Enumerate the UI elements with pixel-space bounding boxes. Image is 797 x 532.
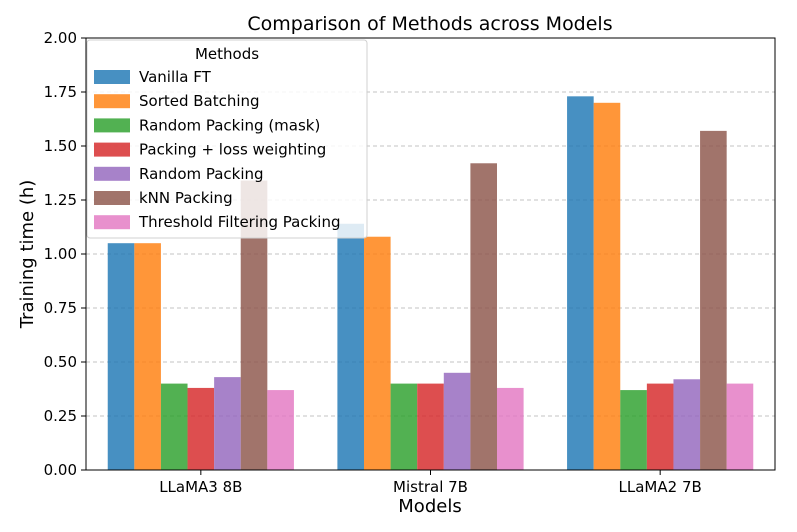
- legend-label: kNN Packing: [139, 189, 233, 207]
- y-axis-label: Training time (h): [17, 180, 38, 330]
- bar-packing-loss-weighting-llama2-7b: [646, 383, 674, 470]
- chart-title: Comparison of Methods across Models: [247, 13, 612, 35]
- bar-threshold-filtering-packing-llama3-8b: [267, 390, 294, 470]
- legend-label: Vanilla FT: [139, 68, 212, 86]
- bar-knn-packing-llama2-7b: [700, 130, 727, 470]
- bar-random-packing-llama2-7b: [673, 379, 701, 470]
- legend-label: Sorted Batching: [139, 92, 260, 110]
- y-tick-label: 0.50: [44, 353, 77, 371]
- bar-vanilla-ft-llama3-8b: [107, 243, 135, 470]
- bar-threshold-filtering-packing-llama2-7b: [726, 383, 754, 470]
- legend-box: [86, 39, 368, 239]
- legend-label: Threshold Filtering Packing: [138, 213, 341, 231]
- x-axis-label: Models: [398, 496, 461, 517]
- y-axis: 0.00 0.25 0.50 0.75 1.00 1.25 1.50 1.75 2.00: [44, 29, 86, 479]
- bars: [107, 96, 754, 471]
- bar-packing-loss-weighting-mistral-7b: [417, 383, 444, 470]
- bar-sorted-batching-mistral-7b: [364, 236, 391, 470]
- legend-swatch: [94, 94, 130, 109]
- legend-swatch: [94, 70, 130, 84]
- y-tick-label: 2.00: [44, 29, 77, 47]
- y-tick-label: 1.75: [44, 83, 77, 101]
- legend-label: Random Packing (mask): [139, 116, 320, 134]
- legend-label: Random Packing: [139, 165, 264, 183]
- bar-threshold-filtering-packing-mistral-7b: [497, 387, 524, 470]
- legend-swatch: [94, 191, 130, 205]
- legend-title: Methods: [195, 45, 259, 63]
- legend-label: Packing + loss weighting: [139, 141, 326, 159]
- y-tick-label: 1.25: [44, 191, 77, 209]
- x-tick-label: Mistral 7B: [393, 478, 468, 496]
- bar-random-packing-mask--llama3-8b: [160, 383, 188, 470]
- x-tick-label: LLaMA2 7B: [619, 478, 702, 496]
- y-tick-label: 0.75: [44, 299, 77, 317]
- bar-random-packing-llama3-8b: [214, 377, 241, 470]
- bar-vanilla-ft-llama2-7b: [567, 96, 594, 470]
- bar-sorted-batching-llama2-7b: [593, 102, 621, 471]
- bar-vanilla-ft-mistral-7b: [337, 223, 364, 470]
- bar-random-packing-mistral-7b: [443, 372, 471, 470]
- bar-packing-loss-weighting-llama3-8b: [187, 387, 215, 470]
- y-tick-label: 0.00: [44, 461, 77, 479]
- bar-sorted-batching-llama3-8b: [134, 243, 161, 470]
- x-axis: LLaMA3 8B Mistral 7B LLaMA2 7B: [159, 470, 702, 496]
- y-tick-label: 1.50: [44, 137, 77, 155]
- legend-swatch: [94, 215, 130, 230]
- legend-swatch: [94, 142, 130, 157]
- legend: Methods Vanilla FT Sorted Batching Random …: [86, 39, 368, 239]
- legend-swatch: [94, 166, 130, 181]
- bar-knn-packing-mistral-7b: [470, 163, 497, 470]
- bar-random-packing-mask--llama2-7b: [620, 390, 647, 470]
- bar-random-packing-mask--mistral-7b: [390, 383, 418, 470]
- legend-swatch: [94, 118, 130, 133]
- x-tick-label: LLaMA3 8B: [159, 478, 242, 496]
- y-tick-label: 0.25: [44, 407, 77, 425]
- y-tick-label: 1.00: [44, 245, 77, 263]
